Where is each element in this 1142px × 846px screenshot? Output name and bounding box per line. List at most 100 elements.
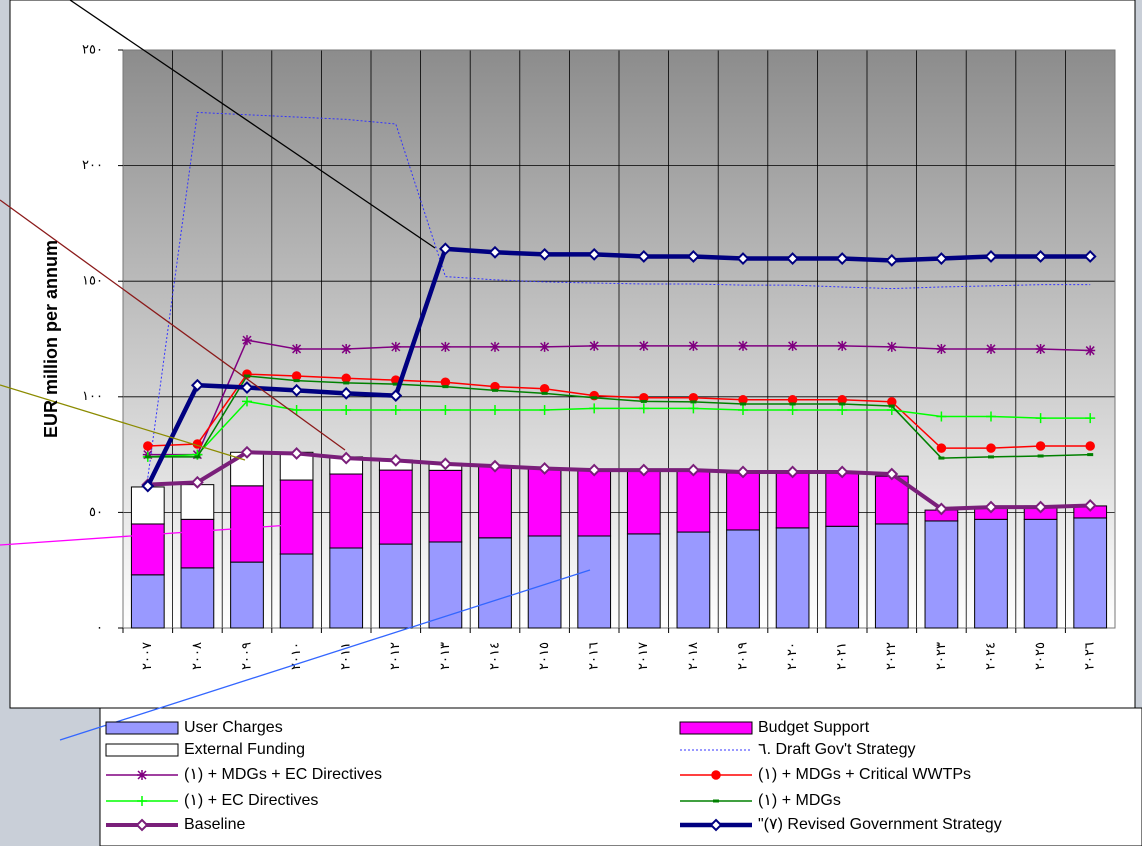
marker — [438, 242, 452, 256]
marker — [194, 455, 201, 459]
marker — [1035, 441, 1046, 451]
marker — [190, 378, 204, 392]
bar-segment — [825, 525, 860, 629]
marker — [711, 770, 721, 780]
marker — [339, 386, 353, 400]
bar-segment — [378, 543, 413, 629]
marker — [986, 343, 996, 354]
marker — [538, 462, 552, 475]
marker — [934, 502, 948, 516]
x-tick-label: ٢٠١٤ — [486, 642, 501, 670]
legend-item: External Funding — [105, 741, 305, 758]
legend-label: (١) + MDGs + Critical WWTPs — [758, 766, 971, 783]
marker — [709, 818, 723, 832]
legend-box — [99, 707, 1142, 846]
bar-segment — [230, 485, 264, 563]
bar-segment — [279, 451, 314, 481]
marker — [1085, 413, 1096, 424]
series-line — [147, 339, 1091, 456]
bar-segment — [527, 467, 562, 537]
bar-segment — [230, 561, 264, 629]
legend-item: (١) + MDGs + EC Directives — [106, 766, 382, 783]
marker — [389, 453, 403, 467]
bar-segment — [478, 537, 512, 629]
legend-label: (١) + MDGs + EC Directives — [184, 766, 382, 783]
marker — [1087, 453, 1094, 457]
legend-label: (١) + EC Directives — [184, 792, 318, 809]
y-axis-title: EUR million per annum — [41, 240, 61, 438]
bar-segment — [180, 518, 215, 569]
series-line — [147, 111, 1091, 478]
y-tick-label: ٢٥٠ — [82, 41, 103, 56]
marker — [638, 340, 649, 351]
legend-key — [105, 743, 179, 757]
bar-segment — [527, 535, 562, 629]
marker — [786, 465, 800, 479]
legend-label: ٦. Draft Gov't Strategy — [758, 741, 915, 758]
series-line — [147, 400, 1091, 458]
marker — [786, 252, 800, 265]
bar-segment — [726, 529, 760, 629]
marker — [637, 250, 651, 263]
x-tick-label: ٢٠٢٢ — [883, 642, 898, 670]
bar-segment — [180, 484, 215, 520]
marker — [390, 404, 401, 415]
legend-item: User Charges — [105, 719, 283, 736]
bar-segment — [130, 523, 165, 576]
bar-segment — [577, 535, 612, 629]
x-tick-label: ٢٠٢١ — [834, 642, 849, 670]
bar-segment — [130, 574, 165, 629]
marker — [240, 381, 254, 394]
marker — [144, 455, 151, 459]
marker — [688, 340, 699, 351]
marker — [736, 465, 750, 479]
marker — [835, 465, 849, 479]
marker — [442, 385, 449, 389]
marker — [291, 343, 302, 354]
marker — [789, 402, 796, 406]
marker — [1035, 343, 1046, 354]
legend-item: (١) + MDGs — [680, 792, 841, 809]
marker — [438, 457, 452, 471]
legend-item: Baseline — [106, 816, 245, 833]
marker — [137, 770, 147, 780]
x-tick-label: ٢٠٢٤ — [982, 642, 997, 670]
marker — [589, 340, 600, 351]
bar-segment — [577, 469, 612, 537]
bar-segment — [626, 533, 661, 629]
marker — [291, 404, 302, 415]
marker — [1034, 250, 1048, 263]
y-tick-label: ٠ — [96, 619, 103, 634]
bar-segment — [924, 520, 959, 629]
marker — [934, 252, 948, 265]
marker — [290, 447, 304, 460]
y-tick-label: ١٥٠ — [82, 273, 103, 288]
marker — [686, 250, 700, 263]
marker — [141, 479, 155, 493]
bar-segment — [1023, 518, 1058, 629]
marker — [591, 396, 598, 400]
marker — [936, 443, 947, 453]
marker — [587, 247, 601, 261]
marker — [539, 341, 550, 352]
marker — [885, 253, 899, 267]
marker — [389, 389, 403, 403]
marker — [986, 443, 996, 453]
bar-segment — [825, 472, 860, 527]
legend-item: (١) + EC Directives — [106, 792, 318, 809]
x-tick-label: ٢٠٢٦ — [1082, 642, 1097, 670]
marker — [1083, 499, 1097, 512]
marker — [988, 455, 994, 459]
marker — [587, 463, 601, 477]
marker — [984, 500, 998, 514]
bar-segment — [428, 541, 463, 629]
legend-item: (١) + MDGs + Critical WWTPs — [680, 766, 971, 783]
marker — [638, 403, 649, 414]
x-tick-label: ٢٠١٨ — [685, 642, 700, 670]
x-tick-label: ٢٠٠٨ — [189, 642, 204, 670]
legend-label: Budget Support — [758, 719, 870, 736]
marker — [341, 373, 351, 384]
x-tick-label: ٢٠٢٥ — [1032, 642, 1047, 670]
bar-segment — [775, 471, 810, 529]
marker — [290, 383, 304, 397]
